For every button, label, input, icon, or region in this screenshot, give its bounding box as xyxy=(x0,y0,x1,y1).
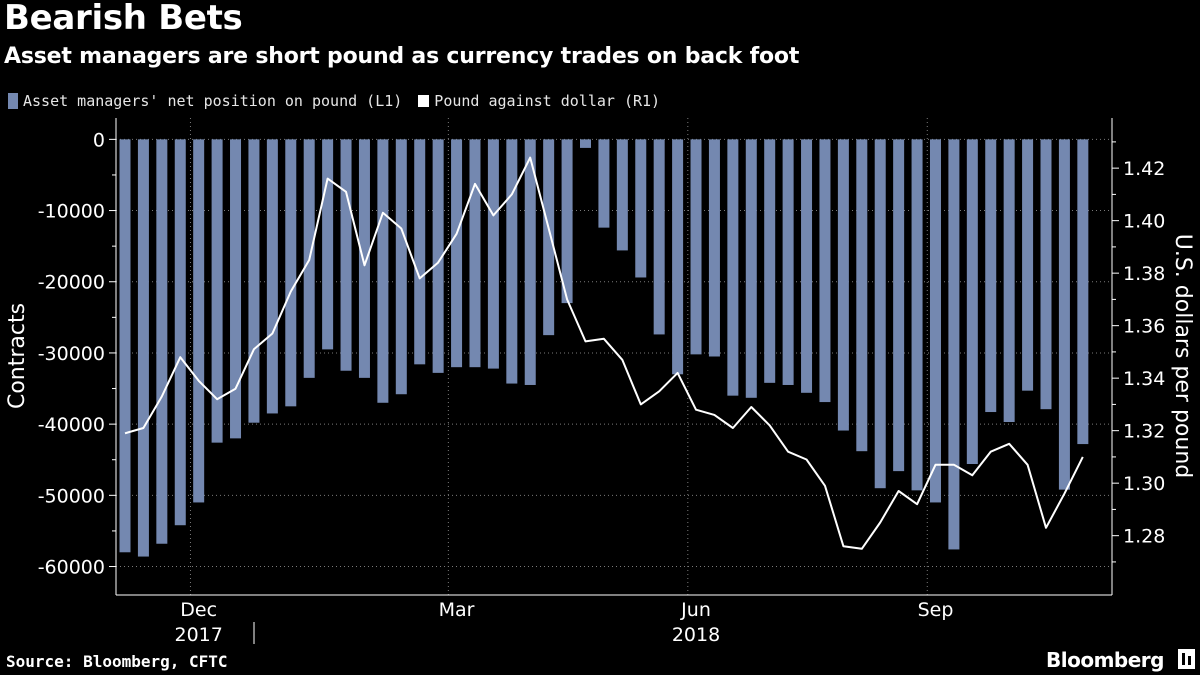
right-tick-label-7: 1.42 xyxy=(1123,158,1165,180)
chart-subtitle: Asset managers are short pound as curren… xyxy=(4,44,800,69)
x-year-label-2: 2018 xyxy=(672,624,720,646)
left-tick-label-4: -40000 xyxy=(38,414,105,436)
bar-30 xyxy=(672,139,684,375)
bar-24 xyxy=(561,139,573,304)
bar-48 xyxy=(1003,139,1015,422)
bar-52 xyxy=(1077,139,1089,445)
legend-swatch-line xyxy=(418,95,430,107)
x-tick-label-1: Mar xyxy=(439,599,475,621)
pound-line xyxy=(124,156,1084,550)
right-tick-label-4: 1.36 xyxy=(1123,316,1165,338)
bar-0 xyxy=(119,139,131,553)
bar-12 xyxy=(340,139,352,371)
left-tick-label-1: -10000 xyxy=(38,201,105,223)
x-tick-label-2: Jun xyxy=(680,599,711,621)
left-tick-label-3: -30000 xyxy=(38,343,105,365)
x-year-label-0: 2017 xyxy=(175,624,223,646)
bar-44 xyxy=(929,139,941,503)
bar-42 xyxy=(893,139,905,472)
bar-2 xyxy=(156,139,168,544)
bar-31 xyxy=(690,139,702,355)
x-tick-label-0: Dec xyxy=(180,599,217,621)
legend-label-net-position: Asset managers' net position on pound (L… xyxy=(23,92,403,110)
bar-14 xyxy=(377,139,389,403)
legend-label-pound: Pound against dollar (R1) xyxy=(434,92,661,110)
bar-4 xyxy=(193,139,205,503)
legend-item-net-position: Asset managers' net position on pound (L… xyxy=(8,92,402,110)
legend: Asset managers' net position on pound (L… xyxy=(8,92,676,110)
bar-41 xyxy=(874,139,886,489)
brand-chart-icon xyxy=(1178,649,1195,669)
right-tick-label-6: 1.40 xyxy=(1123,211,1165,233)
bar-15 xyxy=(395,139,407,395)
x-tick-label-3: Sep xyxy=(918,599,954,621)
bar-1 xyxy=(137,139,149,557)
left-axis-title: Contracts xyxy=(5,303,30,409)
bar-43 xyxy=(911,139,923,491)
left-tick-label-0: 0 xyxy=(93,129,105,151)
bar-27 xyxy=(616,139,628,251)
bar-50 xyxy=(1040,139,1052,410)
right-tick-label-3: 1.34 xyxy=(1123,368,1165,390)
bar-23 xyxy=(543,139,555,336)
bar-9 xyxy=(285,139,297,407)
bar-26 xyxy=(598,139,610,228)
bar-49 xyxy=(1022,139,1034,391)
bar-16 xyxy=(414,139,426,365)
bar-11 xyxy=(322,139,334,350)
bar-51 xyxy=(1058,139,1070,490)
bar-47 xyxy=(985,139,997,413)
chart-title: Bearish Bets xyxy=(4,0,243,38)
bar-13 xyxy=(358,139,370,378)
bar-8 xyxy=(266,139,278,414)
right-tick-label-2: 1.32 xyxy=(1123,421,1165,443)
bar-17 xyxy=(432,139,444,373)
right-tick-label-1: 1.30 xyxy=(1123,473,1165,495)
bar-7 xyxy=(248,139,260,423)
left-tick-label-6: -60000 xyxy=(38,557,105,579)
bar-29 xyxy=(653,139,665,335)
left-tick-label-5: -50000 xyxy=(38,485,105,507)
legend-swatch-bars xyxy=(8,93,18,109)
bar-35 xyxy=(764,139,776,383)
bar-32 xyxy=(708,139,720,357)
bar-40 xyxy=(856,139,868,452)
left-tick-label-2: -20000 xyxy=(38,272,105,294)
right-tick-label-5: 1.38 xyxy=(1123,263,1165,285)
bar-5 xyxy=(211,139,223,443)
bar-45 xyxy=(948,139,960,550)
bar-36 xyxy=(782,139,794,385)
right-axis-title: U.S. dollars per pound xyxy=(1170,234,1195,479)
bar-22 xyxy=(524,139,536,385)
brand-logo: Bloomberg xyxy=(1046,648,1164,672)
legend-item-pound: Pound against dollar (R1) xyxy=(418,92,660,110)
bar-33 xyxy=(727,139,739,396)
bar-25 xyxy=(580,139,591,148)
bar-46 xyxy=(966,139,978,465)
bar-3 xyxy=(174,139,186,526)
bar-28 xyxy=(635,139,647,278)
bar-18 xyxy=(451,139,463,368)
bar-6 xyxy=(230,139,242,439)
bar-39 xyxy=(837,139,849,431)
bar-37 xyxy=(801,139,813,393)
bar-19 xyxy=(469,139,481,368)
right-tick-label-0: 1.28 xyxy=(1123,526,1165,548)
bar-38 xyxy=(819,139,831,403)
bar-21 xyxy=(506,139,518,384)
bar-20 xyxy=(487,139,499,369)
source-note: Source: Bloomberg, CFTC xyxy=(6,652,228,671)
bar-34 xyxy=(745,139,757,398)
